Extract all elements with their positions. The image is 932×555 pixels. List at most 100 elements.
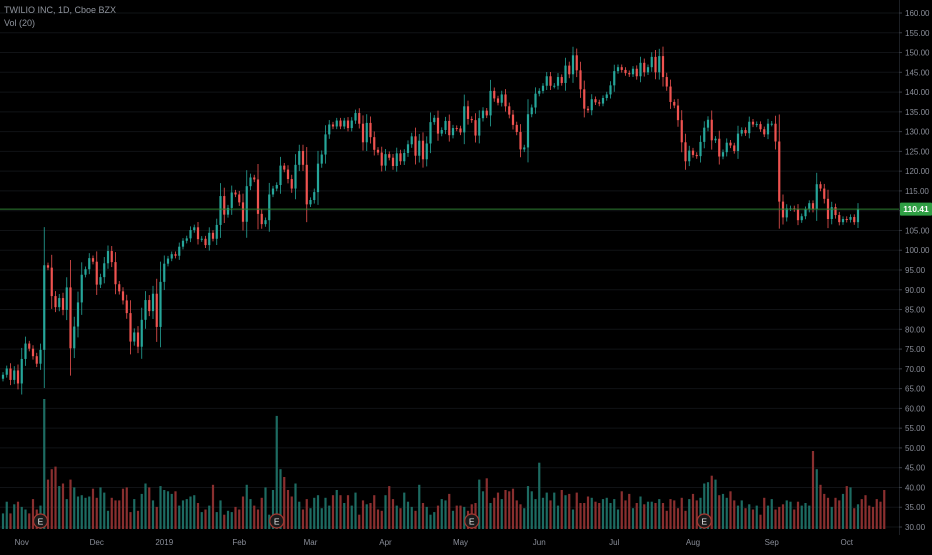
candle [541, 85, 545, 91]
candle [451, 128, 455, 136]
candle [369, 122, 372, 138]
volume-bar [508, 491, 511, 529]
volume-bar [50, 469, 53, 529]
earnings-marker[interactable] [269, 513, 285, 529]
candle [58, 298, 61, 308]
volume-bar [830, 506, 833, 529]
candle [1, 374, 5, 379]
candle [770, 123, 773, 125]
symbol-legend[interactable]: TWILIO INC, 1D, Cboe BZX [4, 5, 117, 15]
candle [313, 192, 316, 201]
earnings-marker-label: E [274, 517, 280, 527]
volume-bar [770, 499, 773, 529]
candle [211, 232, 215, 239]
candle [691, 150, 695, 155]
candle [620, 67, 623, 70]
earnings-marker[interactable] [464, 513, 480, 529]
volume-bar [684, 510, 687, 529]
candle [553, 85, 556, 87]
candle [159, 281, 162, 327]
candle [849, 217, 852, 220]
time-tick-label: Oct [841, 538, 854, 547]
candle [590, 99, 593, 111]
volume-legend[interactable]: Vol (20) [4, 18, 36, 28]
candle [384, 154, 387, 166]
volume-bar [643, 504, 646, 529]
volume-bar [256, 509, 260, 529]
volume-bar [43, 399, 46, 529]
price-tick-label: 70.00 [905, 365, 926, 374]
volume-bar [665, 510, 668, 529]
volume-bar [80, 495, 83, 529]
candle [84, 269, 87, 275]
volume-bar [208, 505, 211, 529]
candle [478, 118, 481, 136]
volume-bar [301, 509, 305, 529]
volume-bar [376, 509, 380, 529]
candle [418, 140, 421, 156]
price-tick-label: 35.00 [905, 503, 926, 512]
volume-bar [339, 495, 342, 529]
volume-bar [834, 497, 837, 529]
volume-bar [283, 477, 286, 529]
earnings-marker[interactable] [32, 513, 49, 529]
price-tick-label: 65.00 [905, 385, 926, 394]
candle [785, 208, 788, 218]
candle [733, 145, 736, 151]
candle [493, 90, 496, 99]
price-tick-label: 30.00 [905, 523, 926, 532]
volume-bar [594, 501, 597, 529]
volume-bar [639, 496, 642, 529]
candle [35, 356, 38, 364]
candle [718, 138, 721, 157]
volume-bar [275, 415, 278, 529]
candle [856, 209, 860, 223]
volume-bar [271, 490, 275, 529]
candle [324, 134, 327, 155]
volume-bar [234, 506, 237, 529]
volume-bar [500, 499, 503, 529]
volume-bar [676, 508, 680, 529]
volume-bar [789, 501, 792, 529]
candle [204, 238, 207, 246]
time-axis[interactable]: Nov Dec 2019 Feb Mar Apr May Jun Jul Aug Sep Oct [15, 538, 854, 547]
volume-bar [249, 499, 252, 529]
candle [845, 218, 848, 220]
candle [440, 130, 443, 134]
candle [181, 240, 185, 247]
volume-bar [13, 504, 16, 529]
candle [301, 150, 305, 165]
candle [403, 152, 406, 162]
volume-bar [744, 508, 747, 529]
candle [564, 65, 567, 83]
candle [65, 287, 68, 310]
candle [474, 120, 477, 136]
volume-bar [118, 500, 121, 529]
candle [110, 251, 113, 263]
volume-bar [751, 509, 755, 529]
candle [91, 258, 95, 262]
candle [208, 232, 211, 246]
candle [73, 326, 76, 349]
volume-bar [448, 493, 451, 529]
volume-bar [598, 503, 601, 529]
candle [219, 196, 222, 225]
earnings-marker-label: E [469, 517, 475, 527]
candle [635, 68, 638, 77]
volume-bar [436, 505, 440, 529]
candle [350, 120, 353, 129]
candle [253, 177, 256, 180]
candle [24, 343, 27, 359]
price-axis[interactable]: 30.00 35.00 40.00 45.00 50.00 55.00 60.00 65.00… [899, 9, 930, 532]
candle [69, 287, 72, 349]
candle [523, 147, 526, 150]
time-tick-label: Jun [533, 538, 546, 547]
candle [13, 370, 16, 380]
candle [778, 141, 781, 202]
candle [395, 153, 398, 167]
price-tick-label: 90.00 [905, 286, 926, 295]
earnings-marker[interactable] [696, 513, 712, 529]
